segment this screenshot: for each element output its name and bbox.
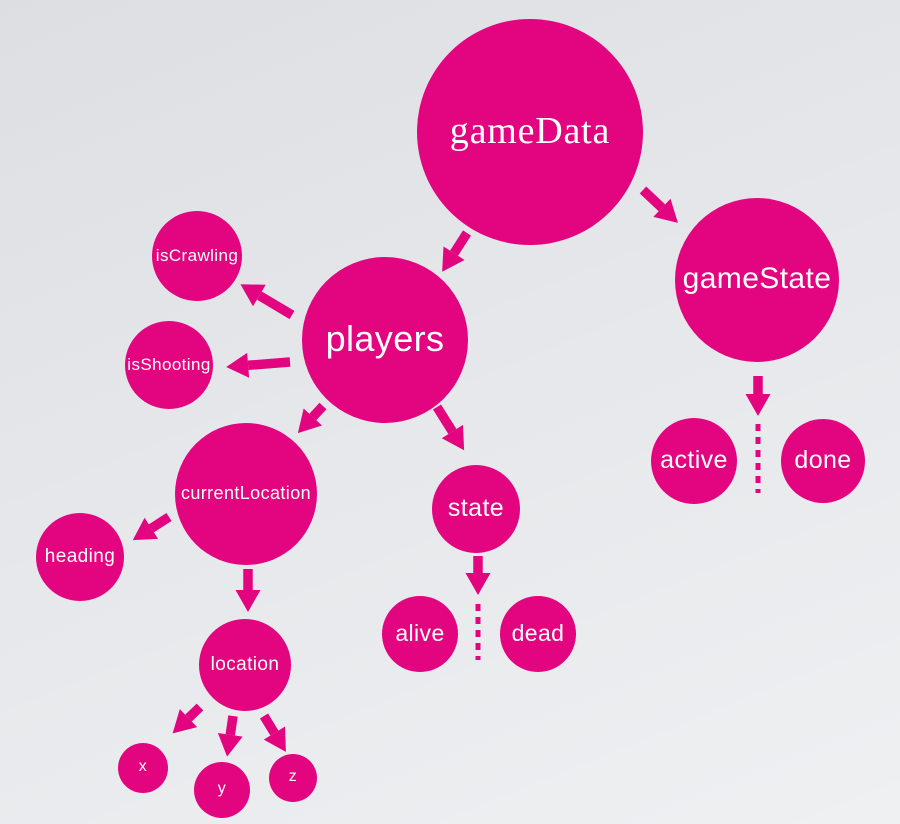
node-game-data: gameData (417, 19, 643, 245)
node-x: x (118, 743, 168, 793)
arrow-location-to-y (217, 715, 243, 757)
node-label: isShooting (127, 354, 211, 374)
node-label: x (138, 758, 148, 775)
node-done: done (781, 419, 865, 503)
node-label: y (217, 780, 227, 797)
node-label: gameData (449, 110, 611, 152)
arrow-location-to-x (172, 703, 204, 734)
node-label: state (447, 493, 505, 522)
node-state: state (432, 465, 520, 553)
node-alive: alive (382, 596, 458, 672)
arrow-players-to-state (432, 404, 465, 451)
node-players: players (302, 257, 468, 423)
node-dead: dead (500, 596, 576, 672)
node-label: z (288, 768, 298, 785)
node-game-state: gameState (675, 198, 839, 362)
node-label: players (325, 318, 445, 359)
node-current-location: currentLocation (175, 423, 317, 565)
node-label: location (210, 653, 280, 675)
arrow-current-location-to-location (235, 569, 261, 612)
node-is-crawling: isCrawling (152, 211, 242, 301)
arrow-game-data-to-game-state (639, 186, 678, 223)
node-is-shooting: isShooting (125, 321, 213, 409)
node-label: heading (44, 545, 116, 567)
node-label: dead (511, 619, 565, 646)
node-z: z (269, 754, 317, 802)
arrow-state-to-children (465, 556, 491, 595)
node-label: currentLocation (180, 483, 312, 503)
node-label: gameState (682, 262, 832, 295)
arrow-players-to-current-location (297, 402, 327, 434)
node-active: active (651, 418, 737, 504)
node-label: active (660, 445, 728, 474)
node-location: location (199, 619, 291, 711)
node-label: done (794, 445, 852, 474)
arrow-players-to-is-shooting (226, 352, 291, 378)
arrow-current-location-to-heading (132, 512, 172, 541)
node-heading: heading (36, 513, 124, 601)
node-label: isCrawling (155, 245, 239, 265)
arrow-game-data-to-players (442, 230, 471, 272)
arrow-location-to-z (259, 713, 286, 752)
node-label: alive (395, 619, 445, 646)
node-y: y (194, 762, 250, 818)
arrow-game-state-to-children (745, 376, 771, 416)
arrow-players-to-is-crawling (240, 284, 295, 320)
